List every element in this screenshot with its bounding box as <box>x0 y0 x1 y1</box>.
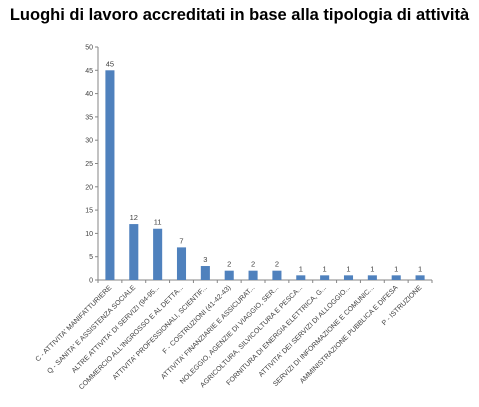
bar <box>105 70 115 280</box>
y-tick-label: 5 <box>89 254 93 261</box>
bar <box>272 270 282 280</box>
bar <box>320 275 330 280</box>
data-label: 7 <box>179 236 183 245</box>
data-label: 1 <box>370 264 374 273</box>
data-label: 12 <box>130 213 138 222</box>
data-label: 1 <box>418 264 422 273</box>
bar <box>296 275 306 280</box>
data-label: 45 <box>106 59 114 68</box>
x-category-label: ALTRE ATTIVITA' DI SERVIZI (94-95... <box>71 284 161 374</box>
data-label: 1 <box>394 264 398 273</box>
bar <box>343 275 354 280</box>
bar <box>367 275 377 280</box>
data-label: 11 <box>154 218 162 227</box>
data-label: 3 <box>203 255 207 264</box>
y-tick-label: 30 <box>85 138 93 145</box>
data-label: 2 <box>275 260 279 269</box>
bar <box>224 270 234 280</box>
y-tick-label: 35 <box>85 114 93 121</box>
y-tick-label: 50 <box>85 45 93 52</box>
data-label: 1 <box>346 264 350 273</box>
x-category-label: ATTIVITA' DEI SERVIZI DI ALLOGGIO... <box>258 284 352 378</box>
bar <box>391 275 401 280</box>
bar <box>415 275 425 280</box>
y-tick-label: 10 <box>85 231 93 238</box>
x-category-label: Q - SANITA' E ASSISTENZA SOCIALE <box>46 284 137 375</box>
bar <box>248 270 258 280</box>
bar <box>176 247 187 280</box>
y-tick-label: 45 <box>85 68 93 75</box>
y-tick-label: 15 <box>85 208 93 215</box>
axes <box>95 46 433 283</box>
chart-title: Luoghi di lavoro accreditati in base all… <box>9 6 470 24</box>
data-label: 2 <box>251 260 255 269</box>
bars <box>105 70 425 280</box>
bar <box>200 266 210 280</box>
data-label: 1 <box>323 264 327 273</box>
bar <box>153 228 163 280</box>
y-tick-label: 20 <box>85 184 93 191</box>
y-tick-label: 40 <box>85 91 93 98</box>
y-tick-labels: 0 5 10 15 20 25 30 35 40 45 50 <box>85 45 93 285</box>
data-label: 2 <box>227 260 231 269</box>
data-label: 1 <box>299 264 303 273</box>
y-tick-label: 25 <box>85 161 93 168</box>
bar <box>129 224 139 280</box>
y-tick-label: 0 <box>89 278 93 285</box>
